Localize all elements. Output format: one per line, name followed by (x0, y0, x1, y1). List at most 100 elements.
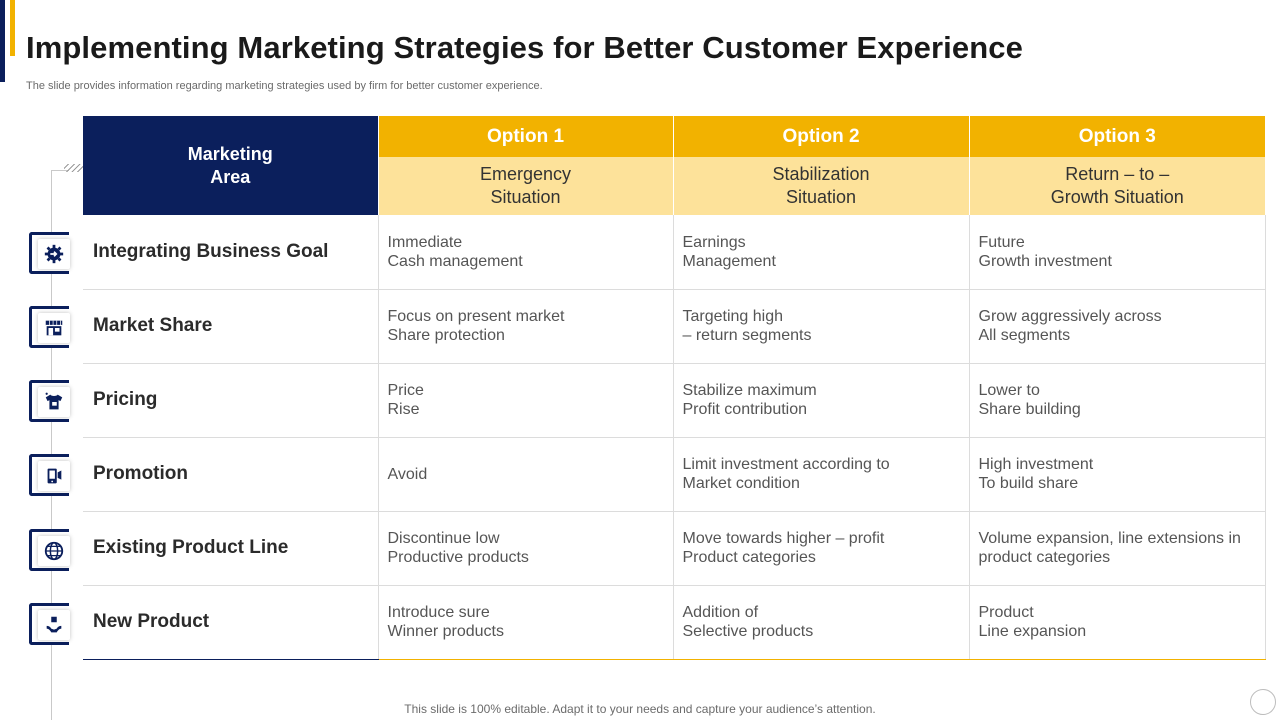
cell-line: Rise (387, 401, 420, 418)
cell-line: Introduce sure (387, 604, 490, 621)
promotion-icon (38, 461, 70, 491)
row-icon-frame (29, 380, 70, 422)
header-situation-2: Stabilization Situation (672, 157, 969, 215)
cell-line: Focus on present market (387, 308, 565, 325)
timeline-connector (51, 170, 69, 171)
situation-line: Stabilization (772, 164, 870, 184)
page-title: Implementing Marketing Strategies for Be… (26, 30, 1023, 65)
cell-line: Volume expansion, line extensions in (978, 530, 1241, 547)
table-cell: High investment To build share (969, 437, 1266, 512)
hand-box-icon (38, 610, 70, 640)
cell-line: Selective products (682, 623, 814, 640)
cell-line: – return segments (682, 327, 812, 344)
cell-line: Product (978, 604, 1034, 621)
row-label: Promotion (83, 437, 379, 512)
footer-note: This slide is 100% editable. Adapt it to… (404, 702, 876, 716)
header-area-line: Area (210, 166, 251, 187)
timeline-line (51, 170, 52, 720)
corner-circle-decoration (1250, 689, 1276, 715)
storefront-icon (38, 313, 70, 343)
cell-line: Limit investment according to (682, 456, 890, 473)
cell-line: To build share (978, 475, 1079, 492)
row-label: Existing Product Line (83, 511, 379, 586)
situation-line: Situation (785, 187, 857, 207)
table-row: New Product Introduce sure Winner product… (83, 585, 1266, 660)
cell-line: Cash management (387, 252, 523, 270)
header-situation-1: Emergency Situation (377, 157, 673, 215)
cell-line: Earnings (682, 233, 746, 251)
cell-line: Future (978, 233, 1025, 251)
situation-line: Growth Situation (1050, 187, 1184, 207)
shirt-price-tag-icon (38, 387, 70, 417)
cell-line: Addition of (682, 604, 759, 621)
accent-bar-gold (10, 0, 15, 56)
table-cell: Future Growth investment (969, 215, 1266, 290)
table-cell: Limit investment according to Market cond… (673, 437, 970, 512)
table-cell: Price Rise (378, 363, 674, 438)
table-cell: Immediate Cash management (378, 215, 674, 290)
cell-line: Profit contribution (682, 401, 808, 418)
cell-line: Targeting high (682, 308, 784, 325)
table-cell: Product Line expansion (969, 585, 1266, 660)
situation-line: Situation (490, 187, 561, 207)
gear-arrow-icon (38, 239, 70, 269)
cell-line: Price (387, 382, 424, 399)
row-label: Market Share (83, 289, 379, 364)
table-cell: Move towards higher – profit Product cate… (673, 511, 970, 586)
table-cell: Introduce sure Winner products (378, 585, 674, 660)
header-option-1: Option 1 (377, 116, 673, 157)
cell-line: Immediate (387, 233, 463, 251)
cell-line: Discontinue low (387, 530, 500, 547)
row-icon-frame (29, 232, 70, 274)
table-cell: Targeting high – return segments (673, 289, 970, 364)
cell-line: Line expansion (978, 623, 1087, 640)
row-label: Pricing (83, 363, 379, 438)
cell-line: Productive products (387, 549, 529, 566)
cell-line: Market condition (682, 475, 800, 492)
row-icon-frame (29, 603, 70, 645)
cell-line: Share building (978, 401, 1081, 418)
cell-line: All segments (978, 327, 1071, 344)
globe-icon (38, 536, 70, 566)
situation-line: Emergency (479, 164, 572, 184)
cell-line: Grow aggressively across (978, 308, 1162, 325)
table-cell: Stabilize maximum Profit contribution (673, 363, 970, 438)
table-cell: Addition of Selective products (673, 585, 970, 660)
row-icon-frame (29, 529, 70, 571)
cell-line: Product categories (682, 549, 816, 566)
cell-line: product categories (978, 549, 1111, 566)
cell-line: Growth investment (978, 252, 1112, 270)
row-label: New Product (83, 585, 379, 660)
cell-line: Winner products (387, 623, 505, 640)
strategy-table: Marketing Area Option 1 Option 2 Option … (83, 116, 1266, 660)
cell-line: Avoid (387, 465, 428, 483)
table-cell: Grow aggressively across All segments (969, 289, 1266, 364)
header-option-3: Option 3 (968, 116, 1265, 157)
cell-line: High investment (978, 456, 1094, 473)
hatch-decoration (64, 164, 84, 172)
table-cell: Focus on present market Share protection (378, 289, 674, 364)
table-cell: Volume expansion, line extensions in prod… (969, 511, 1266, 586)
row-icon-frame (29, 454, 70, 496)
table-row: Promotion Avoid Limit investment accordi… (83, 437, 1266, 512)
header-option-2: Option 2 (672, 116, 969, 157)
cell-line: Stabilize maximum (682, 382, 817, 399)
table-row: Market Share Focus on present market Shar… (83, 289, 1266, 364)
accent-bar-navy (0, 0, 5, 82)
table-cell: Avoid (378, 437, 674, 512)
table-cell: Lower to Share building (969, 363, 1266, 438)
header-marketing-area: Marketing Area (83, 116, 378, 215)
cell-line: Move towards higher – profit (682, 530, 885, 547)
header-situation-3: Return – to – Growth Situation (968, 157, 1265, 215)
cell-line: Lower to (978, 382, 1040, 399)
cell-line: Management (682, 252, 776, 270)
cell-line: Share protection (387, 327, 505, 344)
row-icon-frame (29, 306, 70, 348)
table-cell: Discontinue low Productive products (378, 511, 674, 586)
table-row: Existing Product Line Discontinue low Pro… (83, 511, 1266, 586)
header-area-line: Marketing (187, 143, 273, 164)
situation-line: Return – to – (1065, 164, 1170, 184)
row-label: Integrating Business Goal (83, 215, 379, 290)
table-row: Pricing Price Rise Stabilize maximum Profi… (83, 363, 1266, 438)
table-row: Integrating Business Goal Immediate Cash … (83, 215, 1266, 290)
